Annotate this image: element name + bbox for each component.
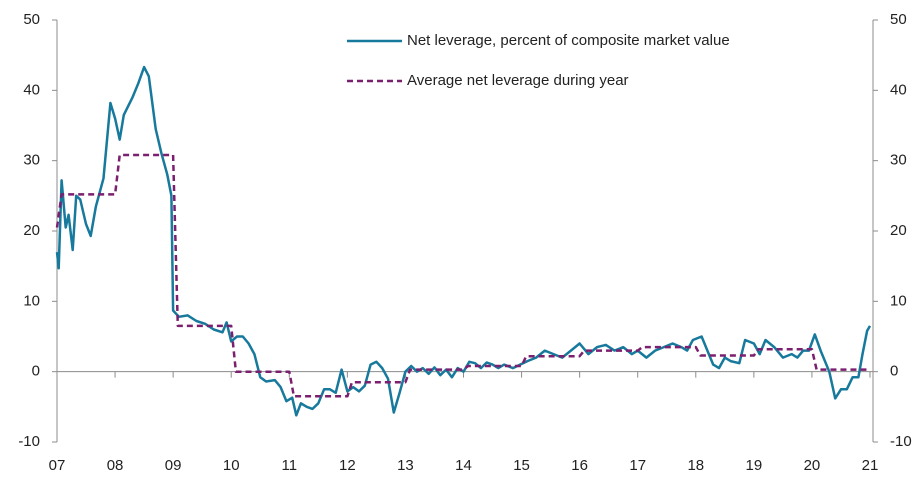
y-tick-label: 40 (23, 81, 40, 98)
y-tick-label: 10 (23, 292, 40, 309)
y-tick-label: 50 (23, 11, 40, 28)
series-line (55, 153, 870, 398)
x-tick-label: 17 (629, 457, 646, 474)
x-tick-label: 15 (513, 457, 530, 474)
x-tick-label: 12 (339, 457, 356, 474)
series-line (55, 65, 872, 417)
y-tick-label: -10 (18, 433, 40, 450)
y-tick-label: 0 (32, 363, 40, 380)
y-tick-label: 20 (23, 222, 40, 239)
legend-label: Average net leverage during year (407, 72, 629, 89)
x-tick-label: 16 (571, 457, 588, 474)
legend-label: Net leverage, percent of composite marke… (407, 32, 730, 49)
x-tick-label: 21 (862, 457, 879, 474)
x-tick-label: 19 (746, 457, 763, 474)
y2-tick-label: 20 (890, 222, 907, 239)
y2-tick-label: 0 (890, 363, 898, 380)
x-tick-label: 11 (281, 457, 297, 474)
x-tick-label: 20 (804, 457, 821, 474)
y2-tick-label: 40 (890, 81, 907, 98)
x-tick-label: 18 (687, 457, 704, 474)
x-tick-label: 13 (397, 457, 414, 474)
y-tick-label: 30 (23, 152, 40, 169)
x-tick-label: 08 (107, 457, 124, 474)
y2-tick-label: -10 (890, 433, 912, 450)
y2-tick-label: 50 (890, 11, 907, 28)
x-tick-label: 14 (455, 457, 472, 474)
x-tick-label: 10 (223, 457, 240, 474)
y2-tick-label: 10 (890, 292, 907, 309)
y2-tick-label: 30 (890, 152, 907, 169)
x-tick-label: 09 (165, 457, 182, 474)
x-tick-label: 07 (49, 457, 66, 474)
